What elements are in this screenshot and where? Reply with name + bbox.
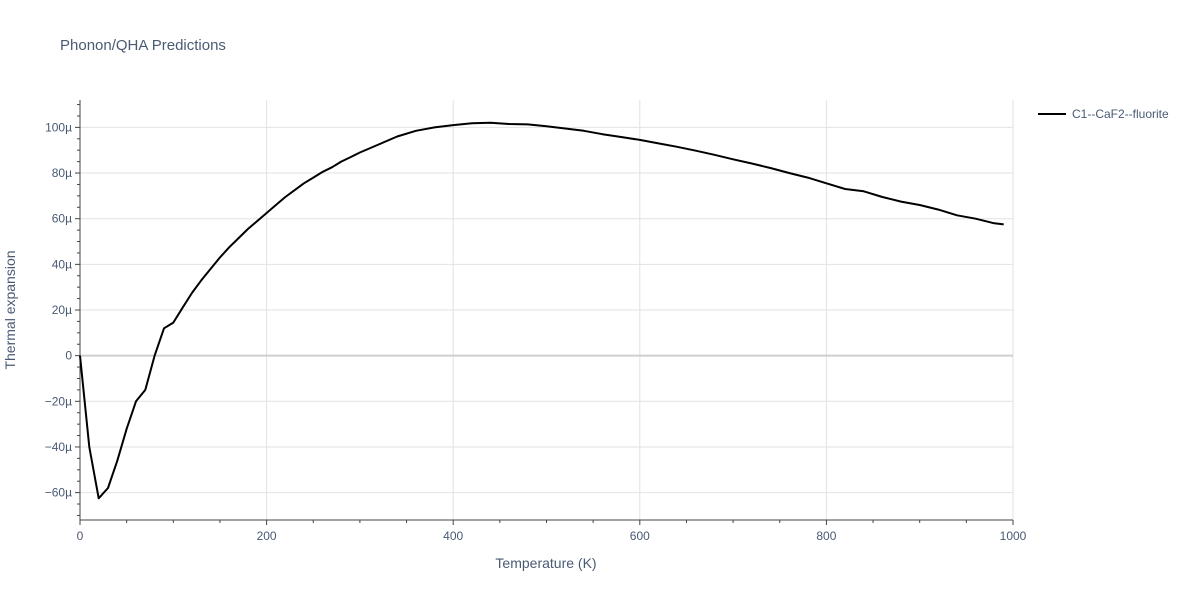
series-line-0 xyxy=(79,121,1004,500)
x-tick-label: 0 xyxy=(77,529,84,543)
y-tick-label: 20µ xyxy=(52,303,72,317)
y-tick-label: 0 xyxy=(65,349,72,363)
x-tick-label: 800 xyxy=(816,529,836,543)
series-layer xyxy=(79,121,1004,500)
axis-layer: 0 200 400 600 800 1000 −60µ −40µ −20µ 0 20µ 40µ 60µ 8… xyxy=(45,100,1027,543)
y-tick-label: −60µ xyxy=(45,486,72,500)
legend[interactable]: C1--CaF2--fluorite xyxy=(1038,107,1169,121)
x-tick-label: 600 xyxy=(630,529,650,543)
y-tick-label: 40µ xyxy=(52,257,72,271)
x-tick-label: 200 xyxy=(257,529,277,543)
y-tick-label: −40µ xyxy=(45,440,72,454)
x-tick-label: 1000 xyxy=(1000,529,1027,543)
y-tick-label: 80µ xyxy=(52,166,72,180)
x-tick-label: 400 xyxy=(443,529,463,543)
legend-entry-label: C1--CaF2--fluorite xyxy=(1072,107,1169,121)
y-tick-label: −20µ xyxy=(45,394,72,408)
x-axis-title: Temperature (K) xyxy=(495,555,596,571)
y-axis-title: Thermal expansion xyxy=(2,250,18,369)
y-tick-label: 100µ xyxy=(45,120,72,134)
grid-layer xyxy=(80,100,1014,520)
y-tick-label: 60µ xyxy=(52,212,72,226)
chart-title: Phonon/QHA Predictions xyxy=(60,37,226,54)
